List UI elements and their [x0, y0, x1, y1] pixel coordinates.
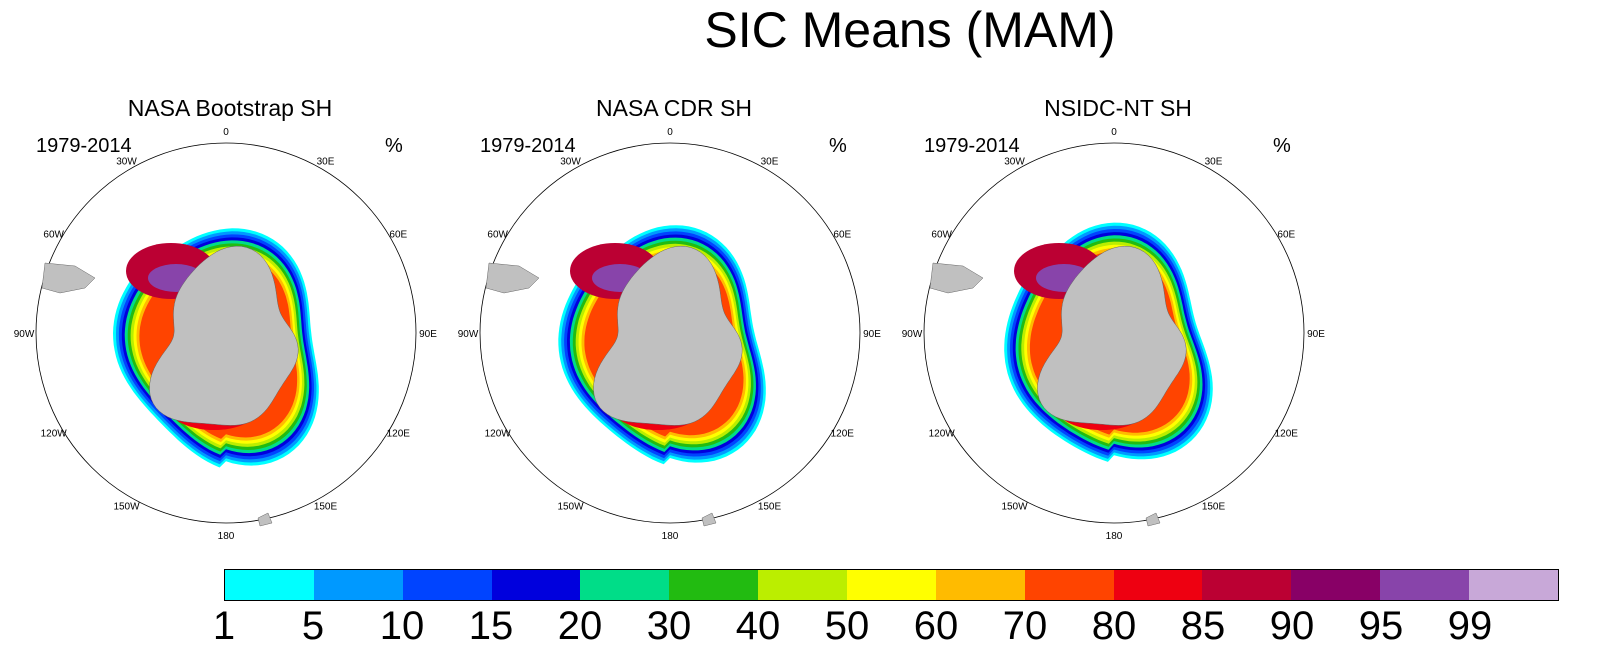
colorbar-swatch — [313, 570, 403, 600]
longitude-label: 30W — [116, 157, 137, 168]
longitude-label: 180 — [218, 531, 235, 542]
colorbar-tick-label: 5 — [301, 604, 325, 648]
longitude-label: 0 — [1111, 127, 1117, 138]
panel-units: % — [385, 135, 403, 157]
colorbar-swatch — [935, 570, 1025, 600]
colorbar-swatch — [225, 570, 314, 600]
longitude-label: 120W — [929, 429, 956, 440]
longitude-label: 150W — [113, 501, 140, 512]
colorbar-tick-label: 85 — [1180, 604, 1226, 648]
colorbar-swatch — [1291, 570, 1381, 600]
new-zealand-landmass — [1145, 512, 1161, 527]
colorbar-swatch — [847, 570, 936, 600]
colorbar-tick-label: 60 — [913, 604, 959, 648]
longitude-label: 90W — [458, 329, 479, 340]
panel-title: NASA CDR SH — [596, 95, 752, 121]
polar-map: 0 30E 60E 90E 120E 150E 180 150W 120W 90W 60W 30W — [902, 127, 1326, 542]
longitude-label: 90E — [1307, 329, 1325, 340]
panel-period: 1979-2014 — [36, 135, 132, 157]
map-panel-bootstrap: NASA Bootstrap SH 1979-2014 % 0 30E 60E 90E… — [0, 88, 444, 548]
panel-title: NASA Bootstrap SH — [127, 95, 333, 121]
longitude-label: 150E — [314, 501, 338, 512]
colorbar-tick-label: 10 — [379, 604, 425, 648]
colorbar-tick-label: 90 — [1269, 604, 1315, 648]
panel-period: 1979-2014 — [924, 135, 1020, 157]
colorbar-swatch — [758, 570, 848, 600]
colorbar-swatch — [1024, 570, 1114, 600]
longitude-label: 150E — [758, 501, 782, 512]
antarctica-landmass — [1037, 245, 1187, 426]
longitude-label: 90W — [902, 329, 923, 340]
longitude-label: 120W — [485, 429, 512, 440]
longitude-label: 120W — [41, 429, 68, 440]
colorbar-tick-label: 99 — [1447, 604, 1493, 648]
longitude-label: 90E — [419, 329, 437, 340]
longitude-label: 90E — [863, 329, 881, 340]
colorbar-tick-label: 80 — [1091, 604, 1137, 648]
longitude-label: 150W — [557, 501, 584, 512]
panel-title: NSIDC-NT SH — [1044, 95, 1192, 121]
map-panel-cdr: NASA CDR SH 1979-2014 % 0 30E 60E 90E 120E 15… — [444, 88, 888, 548]
longitude-label: 60E — [389, 230, 407, 241]
colorbar-swatch — [1469, 570, 1558, 600]
new-zealand-landmass — [257, 512, 273, 527]
polar-map: 0 30E 60E 90E 120E 150E 180 150W 120W 90W 60W 30W — [14, 127, 438, 542]
colorbar-tick-label: 1 — [212, 604, 236, 648]
longitude-label: 30E — [1205, 157, 1223, 168]
longitude-label: 150E — [1202, 501, 1226, 512]
longitude-label: 60W — [43, 230, 64, 241]
longitude-label: 0 — [667, 127, 673, 138]
longitude-label: 120E — [831, 429, 855, 440]
south-america-landmass — [929, 262, 984, 294]
colorbar-tick-label: 20 — [557, 604, 603, 648]
colorbar-tick-label: 40 — [735, 604, 781, 648]
colorbar-swatch — [491, 570, 581, 600]
colorbar-tick-label: 95 — [1358, 604, 1404, 648]
longitude-label: 60W — [931, 230, 952, 241]
colorbar-tick-label: 70 — [1002, 604, 1048, 648]
antarctica-landmass — [149, 245, 299, 426]
longitude-label: 30W — [1004, 157, 1025, 168]
south-america-landmass — [485, 262, 540, 294]
antarctica-landmass — [593, 245, 743, 426]
longitude-label: 0 — [223, 127, 229, 138]
panel-units: % — [829, 135, 847, 157]
colorbar-swatch — [580, 570, 670, 600]
longitude-label: 90W — [14, 329, 35, 340]
colorbar — [224, 569, 1559, 601]
colorbar-tick-label: 15 — [468, 604, 514, 648]
longitude-label: 30W — [560, 157, 581, 168]
colorbar-tick-label: 50 — [824, 604, 870, 648]
longitude-label: 60E — [1277, 230, 1295, 241]
colorbar-swatch — [1380, 570, 1470, 600]
longitude-label: 30E — [317, 157, 335, 168]
colorbar-swatch — [1202, 570, 1292, 600]
longitude-label: 30E — [761, 157, 779, 168]
colorbar-swatch — [1113, 570, 1203, 600]
south-america-landmass — [41, 262, 96, 294]
longitude-label: 60E — [833, 230, 851, 241]
colorbar-swatch — [669, 570, 759, 600]
map-panel-nsidc-nt: NSIDC-NT SH 1979-2014 % 0 30E 60E 90E 120E 15… — [888, 88, 1332, 548]
polar-map: 0 30E 60E 90E 120E 150E 180 150W 120W 90W 60W 30W — [458, 127, 882, 542]
panel-units: % — [1273, 135, 1291, 157]
longitude-label: 180 — [1106, 531, 1123, 542]
panel-period: 1979-2014 — [480, 135, 576, 157]
longitude-label: 60W — [487, 230, 508, 241]
longitude-label: 120E — [387, 429, 411, 440]
colorbar-swatch — [402, 570, 492, 600]
longitude-label: 180 — [662, 531, 679, 542]
longitude-label: 150W — [1001, 501, 1028, 512]
main-title: SIC Means (MAM) — [704, 2, 1116, 58]
longitude-label: 120E — [1275, 429, 1299, 440]
new-zealand-landmass — [701, 512, 717, 527]
colorbar-tick-label: 30 — [646, 604, 692, 648]
